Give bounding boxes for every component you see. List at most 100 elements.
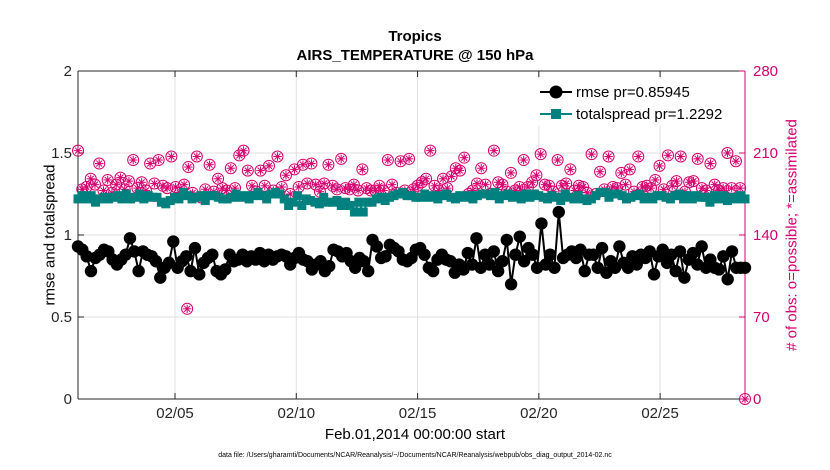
rmse-point bbox=[647, 268, 661, 281]
obs-point bbox=[670, 175, 683, 188]
totalspread-point bbox=[358, 207, 368, 217]
rmse-point bbox=[686, 246, 700, 260]
totalspread-point bbox=[314, 199, 324, 209]
obs-point-star bbox=[354, 187, 362, 194]
obs-point-circle bbox=[530, 169, 543, 182]
totalspread-point bbox=[288, 197, 298, 207]
rmse-point bbox=[678, 271, 691, 284]
obs-point bbox=[725, 182, 738, 195]
obs-point bbox=[335, 152, 348, 165]
totalspread-point bbox=[345, 200, 355, 210]
obs-point-star bbox=[656, 162, 663, 170]
totalspread-point bbox=[297, 200, 307, 210]
obs-point-star bbox=[694, 155, 702, 163]
rmse-point bbox=[595, 241, 609, 255]
totalspread-point bbox=[292, 191, 302, 201]
obs-point bbox=[594, 165, 607, 178]
obs-point bbox=[420, 172, 433, 185]
obs-point-circle bbox=[458, 151, 471, 164]
x-axis-label: Feb.01,2014 00:00:00 start bbox=[324, 426, 506, 443]
obs-point-star bbox=[664, 152, 672, 159]
totalspread-point bbox=[275, 189, 285, 199]
obs-point-circle bbox=[632, 150, 645, 163]
obs-point bbox=[560, 177, 573, 190]
obs-point-star bbox=[295, 183, 303, 191]
obs-point-circle bbox=[411, 179, 424, 192]
obs-point-circle bbox=[356, 163, 369, 176]
obs-point-star bbox=[719, 184, 727, 192]
totalspread-point bbox=[635, 189, 645, 199]
obs-point bbox=[534, 148, 547, 161]
obs-point-circle bbox=[615, 166, 628, 179]
rmse-point bbox=[673, 245, 687, 258]
obs-point-star bbox=[452, 164, 460, 172]
obs-point-star bbox=[711, 181, 719, 188]
obs-point-star bbox=[588, 150, 595, 158]
legend-rmse-label: rmse pr=0.85945 bbox=[576, 84, 690, 101]
obs-point-star bbox=[702, 187, 710, 194]
obs-point bbox=[479, 178, 492, 191]
obs-point-circle bbox=[296, 158, 309, 171]
obs-point-star bbox=[554, 156, 561, 164]
obs-point-star bbox=[494, 178, 502, 186]
obs-point bbox=[615, 166, 628, 179]
obs-point-circle bbox=[424, 144, 437, 157]
rmse-point bbox=[552, 205, 565, 219]
rmse-point bbox=[426, 264, 440, 278]
axes: 02/05 02/10 02/15 02/20 02/25 0 0.5 1 1.5 2 0 70 140… bbox=[51, 63, 778, 422]
totalspread-point bbox=[262, 194, 272, 204]
obs-point bbox=[301, 177, 314, 190]
obs-point-star bbox=[240, 147, 247, 154]
obs-point-star bbox=[316, 188, 324, 195]
obs-point-circle bbox=[653, 159, 666, 172]
obs-point-star bbox=[728, 184, 735, 192]
obs-point-circle bbox=[224, 162, 237, 175]
rmse-point bbox=[504, 278, 518, 291]
obs-point-circle bbox=[343, 183, 356, 196]
totalspread-point bbox=[600, 187, 610, 197]
obs-point-star bbox=[677, 153, 685, 160]
obs-point-star bbox=[155, 156, 162, 164]
obs-point bbox=[296, 158, 309, 171]
obs-point-circle bbox=[487, 144, 500, 157]
obs-point-circle bbox=[271, 150, 284, 163]
obs-point-circle bbox=[114, 171, 127, 184]
obs-point-star bbox=[183, 305, 191, 313]
obs-point bbox=[271, 150, 284, 163]
obs-point-star bbox=[261, 182, 269, 190]
obs-point-star bbox=[380, 187, 387, 194]
obs-point-circle bbox=[619, 178, 632, 191]
obs-point-star bbox=[431, 182, 438, 190]
y-axis-label: rmse and totalspread bbox=[41, 164, 59, 306]
obs-point-circle bbox=[330, 183, 343, 196]
obs-point-star bbox=[218, 184, 226, 192]
totalspread-point bbox=[86, 191, 96, 201]
obs-point-circle bbox=[326, 179, 339, 192]
rmse-point bbox=[470, 232, 483, 245]
rmse-point bbox=[695, 240, 708, 253]
obs-point bbox=[403, 152, 416, 165]
obs-point-star bbox=[605, 153, 612, 160]
y-right-tick-label: 140 bbox=[753, 227, 778, 244]
obs-point-star bbox=[214, 175, 222, 183]
obs-point bbox=[454, 164, 467, 177]
obs-point-star bbox=[490, 147, 498, 154]
obs-point-star bbox=[622, 181, 629, 188]
obs-point-star bbox=[698, 184, 706, 192]
obs-point-star bbox=[206, 161, 213, 169]
obs-point-star bbox=[707, 160, 714, 167]
obs-point-circle bbox=[122, 175, 135, 188]
y-tick-label: 0.5 bbox=[51, 309, 72, 326]
obs-point-star bbox=[291, 166, 298, 173]
y-right-tick-label: 0 bbox=[753, 391, 761, 408]
rmse-point bbox=[491, 264, 505, 278]
obs-point-star bbox=[384, 156, 392, 164]
obs-point-star bbox=[163, 184, 171, 192]
obs-point bbox=[632, 150, 645, 163]
obs-point-circle bbox=[88, 178, 101, 191]
obs-point bbox=[101, 173, 114, 186]
obs-point bbox=[322, 158, 335, 171]
obs-point-star bbox=[397, 157, 404, 165]
y-tick-label: 2 bbox=[64, 63, 72, 80]
